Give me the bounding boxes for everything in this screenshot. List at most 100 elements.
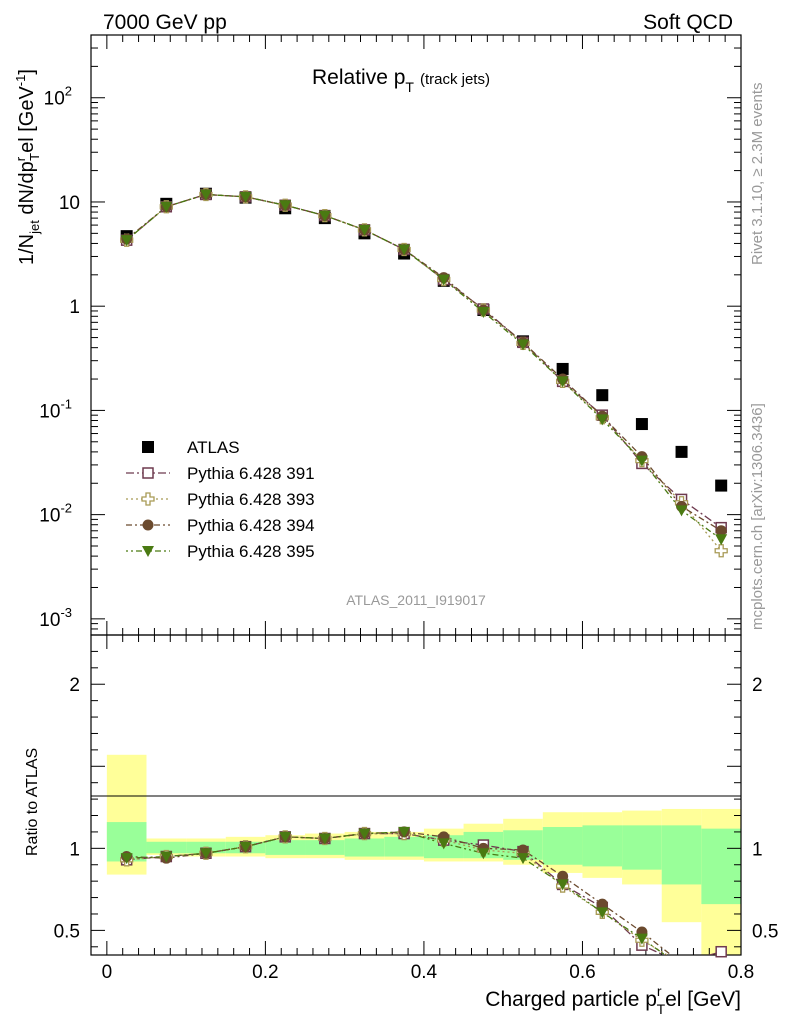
mc-point	[596, 414, 609, 426]
mc-point	[318, 210, 331, 222]
ratio-mc-point	[120, 853, 133, 865]
ratio-mc-point	[635, 933, 648, 945]
inner-band-bin	[661, 825, 702, 885]
y-axis-label-main: 1/Njet dN/dprTel [GeV-1]	[13, 69, 42, 265]
y-tick-label: 10-3	[39, 605, 72, 631]
ratio-mc-point	[358, 828, 371, 840]
ratio-mc-point	[239, 841, 252, 853]
legend-marker	[142, 546, 154, 557]
ratio-mc-point	[160, 851, 173, 863]
y-tick-label: 2	[69, 675, 80, 696]
mc-point	[715, 525, 727, 537]
mc-point	[199, 189, 212, 201]
mc-point	[635, 455, 648, 467]
ratio-data-markers	[120, 826, 727, 958]
analysis-id: ATLAS_2011_I919017	[346, 592, 486, 608]
mc-point	[517, 339, 530, 351]
legend-label: ATLAS	[187, 438, 240, 457]
ratio-mc-point	[517, 844, 529, 856]
mc-point	[279, 200, 292, 212]
main-series-lines	[126, 193, 722, 552]
atlas-point	[635, 418, 648, 431]
ratio-series-lines	[126, 831, 722, 955]
ratio-plot-frame	[90, 634, 742, 956]
atlas-point	[715, 479, 728, 492]
legend-label: Pythia 6.428 394	[187, 516, 315, 535]
y-tick-label: 1	[69, 839, 80, 860]
ratio-mc-point	[557, 870, 569, 882]
mc-point	[358, 224, 371, 236]
ratio-mc-point	[596, 898, 608, 910]
ratio-mc-point	[199, 848, 212, 860]
legend-marker	[141, 492, 155, 506]
legend: ATLAS Pythia 6.428 391 Pythia 6.428 393 Pyt…	[126, 438, 315, 561]
ratio-mc-point	[517, 853, 530, 865]
atlas-point	[596, 389, 609, 402]
ratio-mc-point	[715, 945, 727, 958]
mc-point	[398, 244, 411, 256]
y-tick-label: 1	[752, 839, 763, 860]
legend-label: Pythia 6.428 395	[187, 542, 315, 561]
main-data-markers	[120, 187, 728, 558]
mc-point	[160, 201, 173, 213]
x-tick-label: 0.8	[728, 962, 754, 983]
ratio-mc-point	[437, 838, 450, 850]
mc-point	[239, 191, 252, 203]
atlas-point	[675, 445, 688, 458]
mc-point	[675, 505, 688, 517]
y-tick-label: 0.5	[54, 921, 80, 942]
rivet-version-text: Rivet 3.1.10, ≥ 2.3M events	[749, 83, 766, 266]
x-tick-label: 0.2	[252, 962, 278, 983]
inner-band-bin	[344, 838, 385, 857]
y-axis-label-ratio: Ratio to ATLAS	[24, 748, 41, 856]
inner-band-bin	[265, 840, 306, 855]
mc-point	[715, 534, 728, 546]
series-line	[126, 193, 722, 540]
main-axis-ticks: 10-3 10-2 10-1 1 10 102	[39, 34, 742, 636]
atlas-point	[556, 362, 569, 375]
header-left: 7000 GeV pp	[103, 11, 227, 34]
x-axis-label: Charged particle pr Tel [GeV]	[485, 983, 741, 1017]
ratio-series-line	[126, 831, 667, 955]
inner-band-bin	[582, 825, 623, 867]
legend-marker-atlas	[142, 441, 154, 453]
mcplots-text: mcplots.cern.ch [arXiv:1306.3436]	[749, 403, 766, 630]
y-tick-label: 10	[59, 193, 80, 214]
inner-band-bin	[384, 836, 424, 857]
header-right: Soft QCD	[643, 11, 733, 34]
legend-label: Pythia 6.428 391	[187, 464, 315, 483]
ratio-mc-point	[596, 907, 609, 919]
mc-point	[477, 306, 490, 318]
legend-marker	[142, 467, 154, 479]
inner-band-bin	[622, 825, 662, 870]
x-tick-label: 0.4	[411, 962, 438, 983]
ratio-mc-point	[477, 848, 490, 860]
inner-band-bin	[701, 828, 741, 905]
inner-band-bin	[146, 841, 187, 854]
y-tick-label: 10-2	[39, 501, 72, 527]
y-tick-label: 10-1	[39, 396, 72, 422]
mc-point	[556, 376, 569, 388]
inner-band-bin	[542, 827, 583, 865]
legend-marker	[142, 519, 154, 531]
x-tick-label: 0	[102, 962, 113, 983]
ratio-series-line	[126, 831, 673, 955]
y-tick-label: 2	[752, 675, 763, 696]
x-tick-label: 0.6	[569, 962, 595, 983]
ratio-mc-point	[398, 826, 411, 838]
inner-band-bin	[305, 840, 345, 855]
y-tick-label: 102	[44, 84, 72, 110]
series-line	[126, 193, 722, 532]
ratio-axis-ticks: 0 0.2 0.4 0.6 0.8 0.5 0.5 1 1 2 2	[54, 635, 778, 983]
y-tick-label: 0.5	[752, 921, 778, 942]
mc-point	[120, 235, 133, 247]
ratio-mc-point	[279, 831, 292, 843]
legend-label: Pythia 6.428 393	[187, 490, 315, 509]
mc-point	[714, 544, 728, 558]
ratio-mc-point	[318, 833, 331, 845]
mc-point	[437, 274, 450, 286]
y-tick-label: 1	[69, 297, 80, 318]
plot-title: Relative pT (track jets)	[312, 66, 490, 95]
ratio-mc-point	[556, 879, 569, 891]
